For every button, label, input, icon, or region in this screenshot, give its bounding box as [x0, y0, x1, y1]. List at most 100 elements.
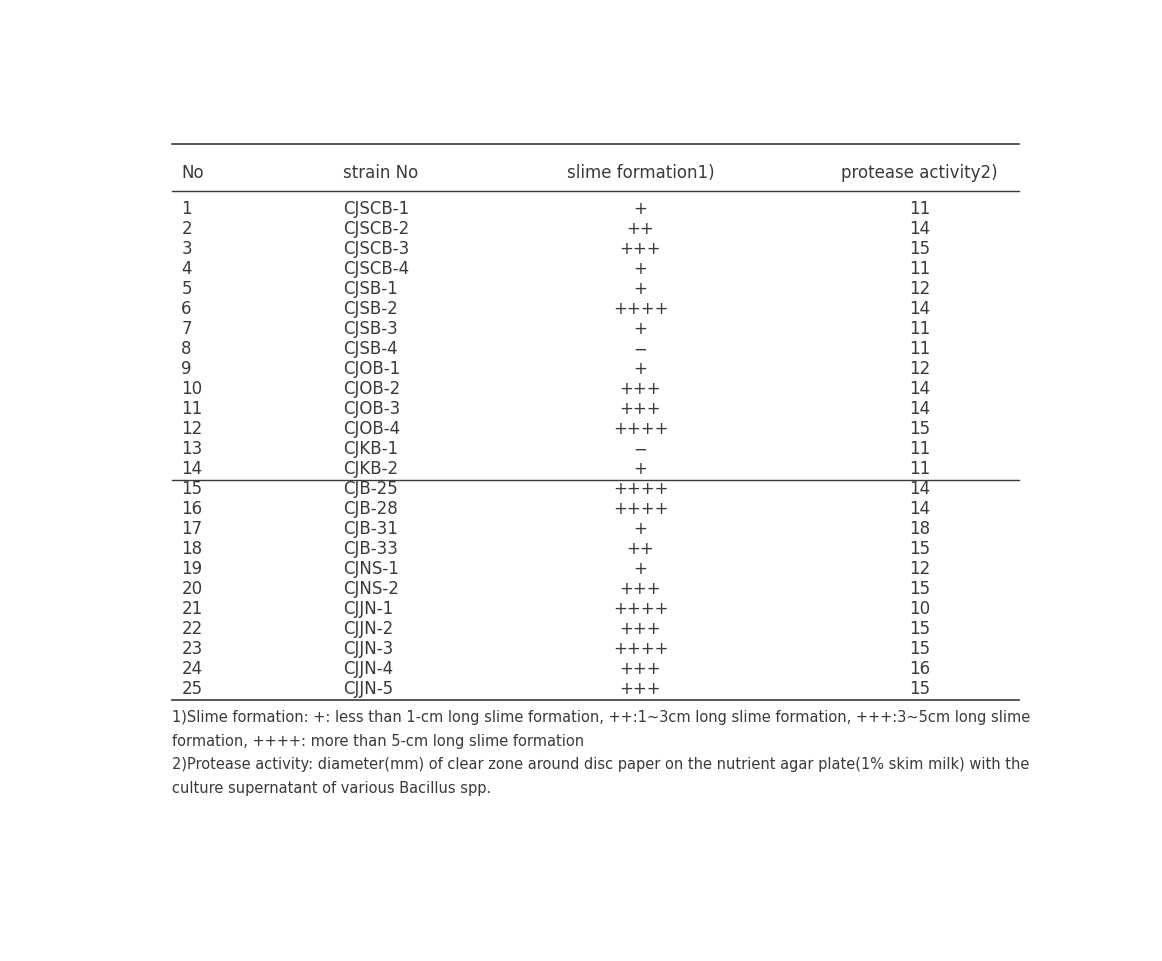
- Text: 14: 14: [181, 460, 202, 478]
- Text: CJOB-3: CJOB-3: [344, 400, 401, 418]
- Text: 24: 24: [181, 660, 202, 678]
- Text: No: No: [181, 164, 203, 182]
- Text: formation, ++++: more than 5-cm long slime formation: formation, ++++: more than 5-cm long sli…: [172, 733, 584, 748]
- Text: CJSCB-3: CJSCB-3: [344, 240, 410, 259]
- Text: CJJN-5: CJJN-5: [344, 679, 394, 698]
- Text: 10: 10: [909, 600, 931, 618]
- Text: CJOB-4: CJOB-4: [344, 420, 401, 438]
- Text: 25: 25: [181, 679, 202, 698]
- Text: 15: 15: [181, 480, 202, 498]
- Text: CJB-28: CJB-28: [344, 500, 399, 518]
- Text: 11: 11: [909, 260, 931, 278]
- Text: CJJN-2: CJJN-2: [344, 620, 394, 638]
- Text: CJB-31: CJB-31: [344, 520, 399, 538]
- Text: 16: 16: [181, 500, 202, 518]
- Text: −: −: [633, 440, 647, 458]
- Text: 5: 5: [181, 281, 192, 298]
- Text: 14: 14: [909, 400, 931, 418]
- Text: 14: 14: [909, 220, 931, 238]
- Text: +: +: [633, 320, 647, 338]
- Text: CJKB-2: CJKB-2: [344, 460, 399, 478]
- Text: CJNS-2: CJNS-2: [344, 579, 400, 598]
- Text: 11: 11: [181, 400, 202, 418]
- Text: 13: 13: [181, 440, 202, 458]
- Text: 18: 18: [909, 520, 931, 538]
- Text: 4: 4: [181, 260, 192, 278]
- Text: +++: +++: [619, 620, 661, 638]
- Text: 1: 1: [181, 200, 192, 218]
- Text: 11: 11: [909, 460, 931, 478]
- Text: 3: 3: [181, 240, 192, 259]
- Text: 15: 15: [909, 640, 931, 657]
- Text: 16: 16: [909, 660, 931, 678]
- Text: 10: 10: [181, 381, 202, 398]
- Text: 14: 14: [909, 480, 931, 498]
- Text: ++: ++: [626, 540, 654, 558]
- Text: 12: 12: [909, 281, 931, 298]
- Text: 15: 15: [909, 679, 931, 698]
- Text: 1)Slime formation: +: less than 1-cm long slime formation, ++:1~3cm long slime f: 1)Slime formation: +: less than 1-cm lon…: [172, 709, 1031, 725]
- Text: ++++: ++++: [612, 500, 668, 518]
- Text: protease activity2): protease activity2): [841, 164, 998, 182]
- Text: 23: 23: [181, 640, 202, 657]
- Text: 15: 15: [909, 420, 931, 438]
- Text: 2: 2: [181, 220, 192, 238]
- Text: 8: 8: [181, 340, 192, 358]
- Text: +: +: [633, 520, 647, 538]
- Text: 11: 11: [909, 320, 931, 338]
- Text: +: +: [633, 260, 647, 278]
- Text: strain No: strain No: [344, 164, 418, 182]
- Text: 17: 17: [181, 520, 202, 538]
- Text: CJSB-3: CJSB-3: [344, 320, 399, 338]
- Text: ++++: ++++: [612, 300, 668, 318]
- Text: 2)Protease activity: diameter(mm) of clear zone around disc paper on the nutrien: 2)Protease activity: diameter(mm) of cle…: [172, 756, 1030, 772]
- Text: 15: 15: [909, 540, 931, 558]
- Text: +: +: [633, 281, 647, 298]
- Text: 9: 9: [181, 360, 192, 378]
- Text: 14: 14: [909, 500, 931, 518]
- Text: +++: +++: [619, 579, 661, 598]
- Text: 6: 6: [181, 300, 192, 318]
- Text: CJSCB-4: CJSCB-4: [344, 260, 409, 278]
- Text: CJOB-1: CJOB-1: [344, 360, 401, 378]
- Text: ++++: ++++: [612, 420, 668, 438]
- Text: CJJN-4: CJJN-4: [344, 660, 394, 678]
- Text: 12: 12: [181, 420, 202, 438]
- Text: 15: 15: [909, 240, 931, 259]
- Text: CJJN-3: CJJN-3: [344, 640, 394, 657]
- Text: +++: +++: [619, 381, 661, 398]
- Text: culture supernatant of various Bacillus spp.: culture supernatant of various Bacillus …: [172, 780, 492, 796]
- Text: CJSB-1: CJSB-1: [344, 281, 399, 298]
- Text: 11: 11: [909, 200, 931, 218]
- Text: +: +: [633, 360, 647, 378]
- Text: +: +: [633, 560, 647, 578]
- Text: CJKB-1: CJKB-1: [344, 440, 399, 458]
- Text: ++++: ++++: [612, 480, 668, 498]
- Text: 11: 11: [909, 440, 931, 458]
- Text: 14: 14: [909, 381, 931, 398]
- Text: 21: 21: [181, 600, 202, 618]
- Text: 14: 14: [909, 300, 931, 318]
- Text: 11: 11: [909, 340, 931, 358]
- Text: 19: 19: [181, 560, 202, 578]
- Text: CJOB-2: CJOB-2: [344, 381, 401, 398]
- Text: CJSB-4: CJSB-4: [344, 340, 399, 358]
- Text: CJSCB-2: CJSCB-2: [344, 220, 410, 238]
- Text: 15: 15: [909, 620, 931, 638]
- Text: CJJN-1: CJJN-1: [344, 600, 394, 618]
- Text: +: +: [633, 460, 647, 478]
- Text: +++: +++: [619, 240, 661, 259]
- Text: +: +: [633, 200, 647, 218]
- Text: 22: 22: [181, 620, 202, 638]
- Text: 15: 15: [909, 579, 931, 598]
- Text: −: −: [633, 340, 647, 358]
- Text: CJNS-1: CJNS-1: [344, 560, 400, 578]
- Text: ++++: ++++: [612, 640, 668, 657]
- Text: CJB-25: CJB-25: [344, 480, 399, 498]
- Text: 7: 7: [181, 320, 192, 338]
- Text: +++: +++: [619, 679, 661, 698]
- Text: +++: +++: [619, 400, 661, 418]
- Text: CJSB-2: CJSB-2: [344, 300, 399, 318]
- Text: 12: 12: [909, 360, 931, 378]
- Text: 12: 12: [909, 560, 931, 578]
